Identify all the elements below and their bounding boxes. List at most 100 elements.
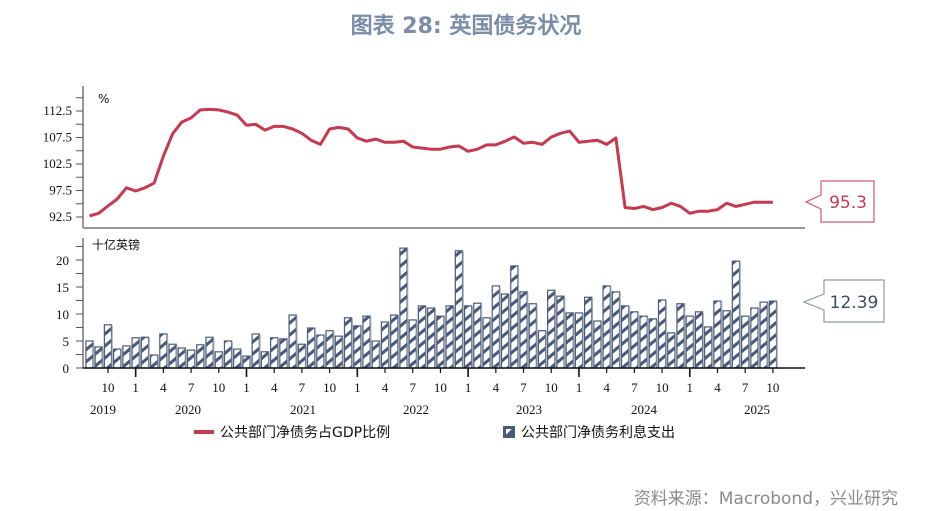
bar [750, 307, 759, 369]
bar [297, 343, 307, 369]
legend-line: 公共部门净债务占GDP比例 [194, 422, 390, 442]
bar [205, 336, 214, 369]
bar [168, 343, 177, 369]
svg-text:2025: 2025 [744, 402, 770, 417]
bar [177, 347, 187, 369]
bar [639, 315, 648, 369]
bar [380, 321, 390, 369]
bar [140, 336, 150, 369]
svg-text:7: 7 [520, 380, 527, 395]
svg-text:20: 20 [56, 253, 69, 268]
bar-swatch-icon [503, 426, 515, 438]
svg-text:4: 4 [714, 380, 721, 395]
svg-text:4: 4 [271, 380, 278, 395]
bar [279, 338, 288, 369]
line-callout: 95.3 [804, 180, 875, 223]
bar [547, 289, 556, 369]
bar [149, 354, 159, 369]
bar [454, 250, 464, 369]
bar [657, 299, 667, 369]
svg-text:1: 1 [243, 380, 250, 395]
svg-text:97.5: 97.5 [49, 183, 72, 198]
bar-callout: 12.39 [802, 279, 885, 323]
debt-to-gdp-line [89, 107, 773, 218]
bar [131, 337, 140, 369]
bar [436, 315, 445, 369]
svg-text:4: 4 [160, 380, 167, 395]
bar [731, 260, 741, 369]
svg-text:0: 0 [63, 361, 70, 376]
bottom-unit-label: 十亿英镑 [92, 237, 140, 252]
bar [528, 303, 537, 369]
svg-text:92.5: 92.5 [49, 209, 72, 224]
bar [122, 345, 131, 369]
svg-text:4: 4 [603, 380, 610, 395]
legend-line-label: 公共部门净债务占GDP比例 [220, 425, 391, 441]
svg-text:2021: 2021 [290, 402, 316, 417]
bar [565, 312, 574, 369]
svg-text:7: 7 [299, 380, 306, 395]
bar [611, 291, 621, 369]
interest-payment-bars [85, 247, 778, 369]
bar [233, 348, 242, 369]
svg-text:2023: 2023 [516, 402, 542, 417]
svg-text:7: 7 [188, 380, 195, 395]
bar [316, 334, 325, 369]
bar [353, 325, 362, 369]
svg-text:4: 4 [382, 380, 389, 395]
svg-text:2019: 2019 [90, 402, 116, 417]
svg-text:5: 5 [63, 334, 70, 349]
bar [186, 349, 196, 369]
bar [722, 310, 731, 369]
svg-text:1: 1 [576, 380, 583, 395]
bar [537, 330, 547, 369]
bar [630, 311, 639, 369]
bar [196, 344, 205, 369]
bar [768, 300, 778, 369]
legend-bar: 公共部门净债务利息支出 [503, 422, 675, 442]
bar [399, 247, 408, 369]
bar [214, 351, 223, 369]
bar [740, 315, 750, 369]
line-callout-value: 95.3 [829, 193, 867, 213]
svg-text:1: 1 [132, 380, 139, 395]
top-unit-label: % [98, 92, 109, 106]
bar [583, 296, 593, 369]
bar [371, 340, 380, 369]
svg-text:1: 1 [354, 380, 361, 395]
bar [685, 315, 694, 369]
bar [667, 332, 676, 369]
bar [113, 348, 122, 369]
bar [556, 295, 565, 369]
bar [270, 337, 279, 369]
bar [426, 307, 436, 369]
bar [288, 314, 297, 369]
svg-text:10: 10 [434, 380, 447, 395]
bar [417, 305, 427, 369]
bottom-panel-axes: 0 5 10 15 20 [56, 238, 84, 376]
bar [620, 305, 630, 369]
bar [500, 293, 510, 369]
svg-text:10: 10 [545, 380, 558, 395]
bar [94, 346, 103, 369]
bar [390, 314, 399, 369]
svg-text:10: 10 [766, 380, 779, 395]
source-note: 资料来源：Macrobond，兴业研究 [633, 489, 898, 509]
bar [260, 351, 270, 369]
svg-text:10: 10 [56, 307, 69, 322]
bar [574, 312, 584, 369]
chart-title: 图表 28: 英国债务状况 [350, 14, 582, 39]
svg-text:7: 7 [631, 380, 638, 395]
bar [159, 333, 168, 369]
bar [759, 301, 768, 369]
bar [713, 300, 722, 369]
bar [242, 355, 251, 369]
svg-text:2022: 2022 [403, 402, 429, 417]
bar [362, 315, 371, 369]
bar [463, 305, 473, 369]
svg-text:4: 4 [493, 380, 500, 395]
bar [648, 318, 658, 369]
svg-text:2024: 2024 [631, 402, 658, 417]
svg-text:1: 1 [465, 380, 472, 395]
